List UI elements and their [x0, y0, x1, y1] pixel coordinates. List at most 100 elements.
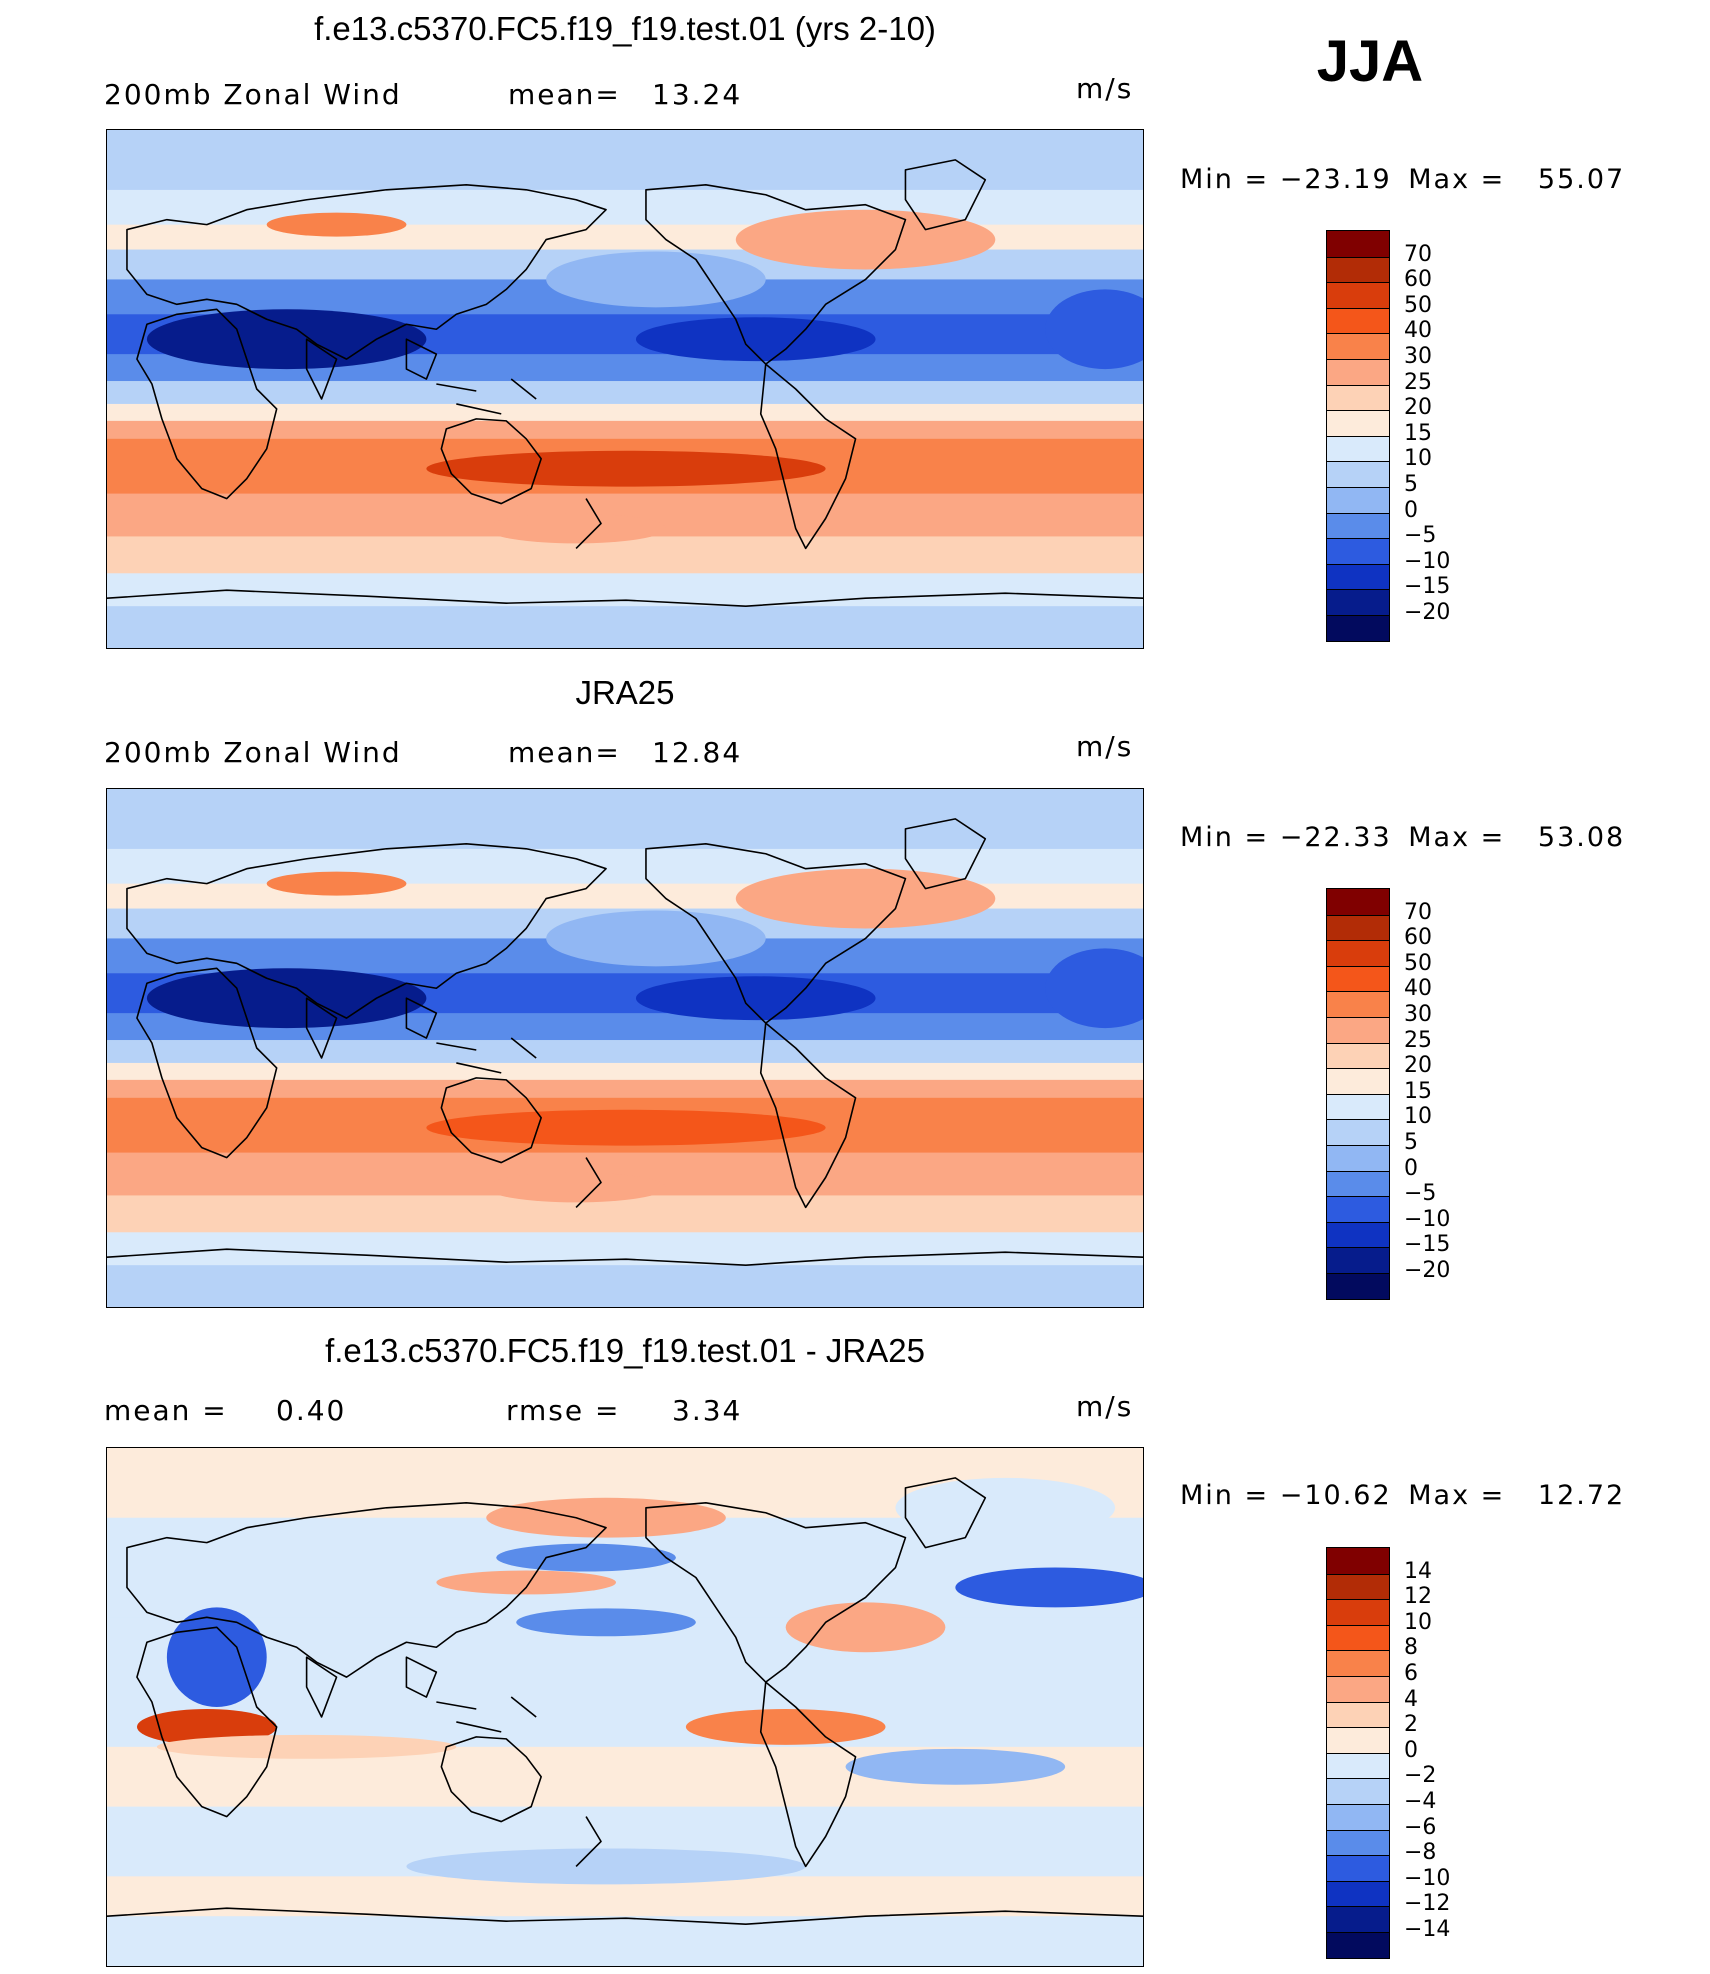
coastline — [136, 308, 278, 500]
colorbar-swatch — [1327, 1778, 1389, 1804]
panel-2-units: m/s — [1076, 730, 1134, 763]
panel-2-mean-value: 12.84 — [652, 736, 743, 769]
coastline — [440, 1077, 542, 1164]
colorbar-swatch — [1327, 1931, 1389, 1958]
colorbar-tick-label: −15 — [1404, 1232, 1451, 1258]
panel-2-title: JRA25 — [575, 674, 675, 711]
colorbar-swatch — [1327, 1675, 1389, 1702]
colorbar-swatch — [1327, 1272, 1389, 1299]
colorbar-tick-label: 5 — [1404, 1130, 1418, 1155]
panel-2-max-value: 53.08 — [1537, 822, 1626, 853]
colorbar-swatch — [1327, 1803, 1389, 1830]
panel-2-minmax: Min = −22.33 Max = 53.08 — [1180, 822, 1626, 853]
coastline — [440, 418, 542, 505]
panel-3-colorbar — [1326, 1547, 1390, 1959]
jet-core — [266, 871, 407, 896]
subtropical-jet — [426, 450, 826, 487]
coastline — [645, 183, 907, 365]
coastline — [575, 1816, 602, 1867]
season-label: JJA — [1316, 29, 1424, 94]
colorbar-tick-label: 20 — [1404, 1053, 1432, 1079]
colorbar-swatch — [1327, 307, 1389, 334]
contour-region — [1045, 289, 1143, 370]
contour-region — [895, 1477, 1116, 1538]
contour-region — [436, 1570, 617, 1595]
contour-region — [546, 910, 766, 967]
contour-band — [107, 789, 1143, 849]
colorbar-tick-label: −5 — [1404, 1181, 1437, 1207]
coastline — [575, 498, 602, 549]
negative-anomaly — [955, 1567, 1143, 1608]
coastline — [440, 1736, 542, 1823]
colorbar-swatch — [1327, 1042, 1389, 1069]
colorbar-tick-label: 5 — [1404, 472, 1418, 497]
contour-region — [516, 1608, 696, 1637]
easterly-core — [146, 309, 427, 370]
colorbar-tick-label: 25 — [1404, 1027, 1432, 1053]
panel-3-mean-value: 0.40 — [276, 1394, 347, 1427]
colorbar-tick-label: 15 — [1404, 1078, 1432, 1104]
colorbar-tick-label: 25 — [1404, 369, 1432, 395]
colorbar-tick-label: 10 — [1404, 446, 1432, 472]
colorbar-tick-label: −10 — [1404, 1865, 1451, 1891]
coastline — [126, 183, 607, 360]
panel-3-min-label: Min — [1180, 1480, 1234, 1511]
colorbar-tick-label: 0 — [1404, 1737, 1418, 1763]
colorbar-tick-label: 30 — [1404, 344, 1432, 369]
colorbar-tick-label: −6 — [1404, 1814, 1437, 1840]
coastline — [759, 363, 857, 550]
negative-anomaly — [166, 1607, 267, 1707]
contour-region — [845, 1748, 1066, 1785]
contour-band — [107, 403, 1143, 424]
colorbar-swatch — [1327, 231, 1389, 257]
coastline — [645, 842, 907, 1024]
colorbar-tick-label: −2 — [1404, 1763, 1437, 1789]
colorbar-swatch — [1327, 589, 1389, 615]
panel-2-mean-label: mean= — [508, 736, 621, 769]
coastline — [759, 1681, 857, 1868]
colorbar-tick-label: −10 — [1404, 548, 1451, 574]
contour-region — [486, 1497, 726, 1538]
colorbar-swatch — [1327, 1599, 1389, 1625]
colorbar-swatch — [1327, 1829, 1389, 1856]
panel-2-max-label: Max — [1408, 822, 1471, 853]
coastline — [645, 1501, 907, 1683]
colorbar-swatch — [1327, 1752, 1389, 1779]
colorbar-swatch — [1327, 1880, 1389, 1907]
contour-region — [156, 1734, 457, 1759]
jet-core — [266, 212, 407, 237]
coastline — [904, 159, 987, 231]
colorbar-tick-label: −14 — [1404, 1917, 1451, 1942]
contour-band — [107, 1232, 1143, 1268]
contour-band — [107, 420, 1143, 441]
panel-1-mean-label: mean= — [508, 78, 621, 111]
colorbar-tick-label: −4 — [1404, 1789, 1437, 1814]
colorbar-swatch — [1327, 914, 1389, 941]
easterly-core — [146, 968, 427, 1029]
colorbar-tick-label: 50 — [1404, 292, 1432, 318]
coastline — [107, 1907, 1143, 1925]
panel-1-map — [106, 129, 1144, 649]
contour-band — [107, 1062, 1143, 1083]
colorbar-tick-label: 6 — [1404, 1661, 1418, 1686]
colorbar-tick-label: −20 — [1404, 1258, 1451, 1283]
panel-1-max-label: Max — [1408, 164, 1471, 195]
panel-3-mean-label: mean = — [104, 1394, 228, 1427]
colorbar-swatch — [1327, 1016, 1389, 1043]
panel-1-title: f.e13.c5370.FC5.f19_f19.test.01 (yrs 2-1… — [314, 10, 936, 47]
colorbar-swatch — [1327, 486, 1389, 513]
colorbar-swatch — [1327, 384, 1389, 411]
colorbar-swatch — [1327, 282, 1389, 308]
colorbar-swatch — [1327, 889, 1389, 915]
colorbar-swatch — [1327, 1906, 1389, 1932]
colorbar-tick-label: 2 — [1404, 1712, 1418, 1738]
panel-3-rmse-label: rmse = — [506, 1394, 621, 1427]
contour-band — [107, 130, 1143, 190]
colorbar-tick-label: 60 — [1404, 267, 1432, 293]
coastline — [759, 1022, 857, 1209]
colorbar-tick-label: −20 — [1404, 600, 1451, 625]
colorbar-swatch — [1327, 333, 1389, 359]
panel-1-mean-value: 13.24 — [652, 78, 743, 111]
colorbar-tick-label: −5 — [1404, 523, 1437, 549]
colorbar-swatch — [1327, 1119, 1389, 1145]
